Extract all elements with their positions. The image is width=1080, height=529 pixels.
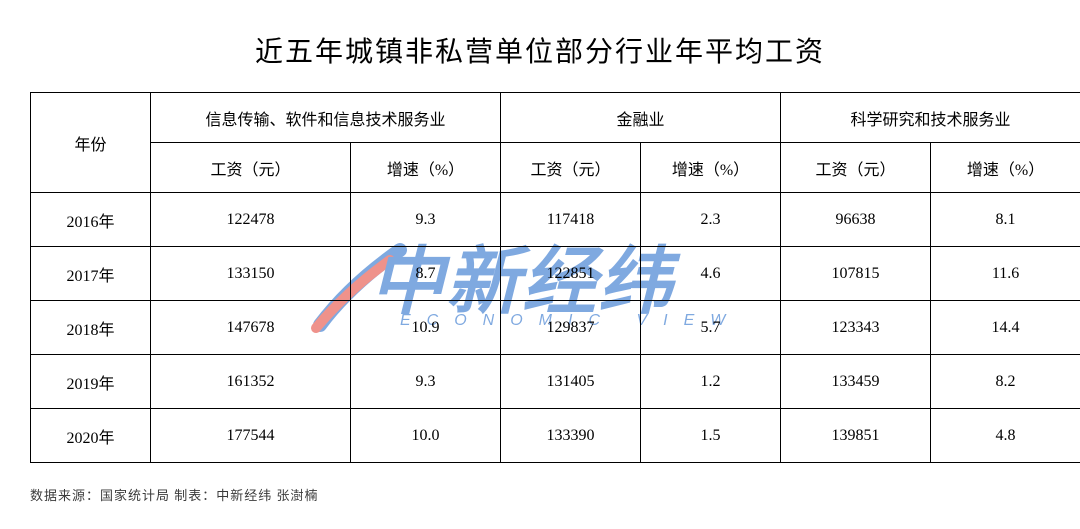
cell-value: 5.7	[641, 301, 781, 355]
table-row: 2018年14767810.91298375.712334314.4	[31, 301, 1080, 355]
cell-value: 133150	[151, 247, 351, 301]
cell-value: 11.6	[931, 247, 1080, 301]
wage-table: 年份 信息传输、软件和信息技术服务业 金融业 科学研究和技术服务业 工资（元） …	[30, 92, 1080, 463]
cell-value: 8.7	[351, 247, 501, 301]
cell-value: 8.2	[931, 355, 1080, 409]
cell-year: 2020年	[31, 409, 151, 463]
table-row: 2020年17754410.01333901.51398514.8	[31, 409, 1080, 463]
cell-value: 177544	[151, 409, 351, 463]
cell-value: 122851	[501, 247, 641, 301]
cell-value: 161352	[151, 355, 351, 409]
cell-value: 4.6	[641, 247, 781, 301]
cell-value: 4.8	[931, 409, 1080, 463]
cell-value: 10.9	[351, 301, 501, 355]
col-group-2: 科学研究和技术服务业	[781, 93, 1080, 143]
cell-value: 10.0	[351, 409, 501, 463]
col-sub-0-growth: 增速（%）	[351, 143, 501, 193]
cell-value: 122478	[151, 193, 351, 247]
col-sub-2-growth: 增速（%）	[931, 143, 1080, 193]
cell-value: 123343	[781, 301, 931, 355]
data-source-footer: 数据来源：国家统计局 制表：中新经纬 张澍楠	[30, 485, 1050, 504]
page-title: 近五年城镇非私营单位部分行业年平均工资	[30, 30, 1050, 70]
col-sub-1-growth: 增速（%）	[641, 143, 781, 193]
cell-year: 2019年	[31, 355, 151, 409]
col-header-year: 年份	[31, 93, 151, 193]
table-row: 2017年1331508.71228514.610781511.6	[31, 247, 1080, 301]
cell-value: 131405	[501, 355, 641, 409]
cell-value: 133390	[501, 409, 641, 463]
cell-value: 14.4	[931, 301, 1080, 355]
cell-value: 9.3	[351, 193, 501, 247]
cell-value: 96638	[781, 193, 931, 247]
col-sub-0-wage: 工资（元）	[151, 143, 351, 193]
cell-year: 2016年	[31, 193, 151, 247]
cell-value: 1.2	[641, 355, 781, 409]
col-group-0: 信息传输、软件和信息技术服务业	[151, 93, 501, 143]
cell-value: 139851	[781, 409, 931, 463]
cell-value: 107815	[781, 247, 931, 301]
table-row: 2016年1224789.31174182.3966388.1	[31, 193, 1080, 247]
cell-value: 2.3	[641, 193, 781, 247]
col-sub-1-wage: 工资（元）	[501, 143, 641, 193]
cell-value: 1.5	[641, 409, 781, 463]
cell-value: 9.3	[351, 355, 501, 409]
col-sub-2-wage: 工资（元）	[781, 143, 931, 193]
table-row: 2019年1613529.31314051.21334598.2	[31, 355, 1080, 409]
cell-value: 117418	[501, 193, 641, 247]
cell-value: 129837	[501, 301, 641, 355]
col-group-1: 金融业	[501, 93, 781, 143]
cell-year: 2017年	[31, 247, 151, 301]
cell-value: 147678	[151, 301, 351, 355]
cell-year: 2018年	[31, 301, 151, 355]
cell-value: 8.1	[931, 193, 1080, 247]
cell-value: 133459	[781, 355, 931, 409]
